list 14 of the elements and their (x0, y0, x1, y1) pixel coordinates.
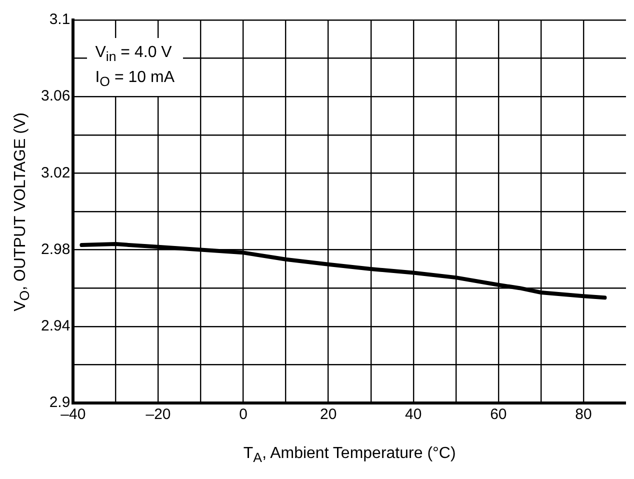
y-tick-label: 3.06 (40, 88, 70, 105)
x-tick-label: 40 (405, 406, 422, 424)
annotation: V$_{in}$ = 4.0 V (95, 43, 173, 66)
x-tick-label: –20 (146, 406, 171, 424)
y-tick-label: 3.1 (49, 11, 70, 28)
x-tick-label: 0 (239, 406, 248, 424)
x-tick-label: 60 (490, 406, 507, 424)
x-axis-title: T$_{A}$, Ambient Temperature (°C) (243, 445, 456, 466)
y-tick-label: 2.94 (40, 318, 70, 335)
x-tick-label: 20 (320, 406, 337, 424)
y-tick-label: 2.98 (40, 240, 70, 258)
y-tick-label: 3.02 (40, 164, 70, 182)
x-tick-label: 80 (575, 406, 592, 424)
annotation: I$_{O}$ = 10 mA (95, 68, 174, 92)
